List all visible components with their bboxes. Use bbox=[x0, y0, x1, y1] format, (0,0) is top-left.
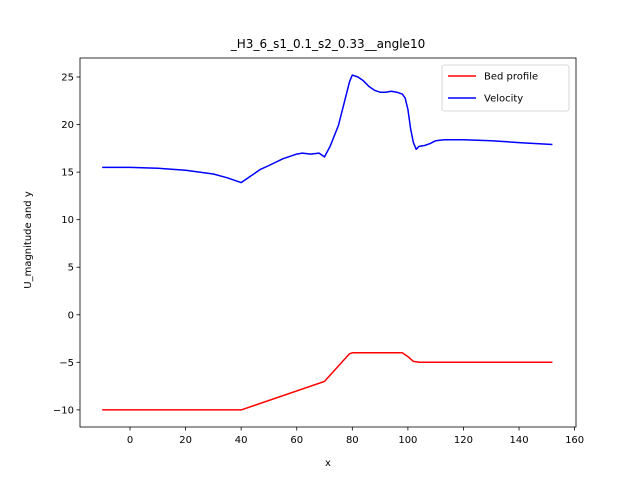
x-tick-label: 80 bbox=[346, 435, 359, 446]
x-tick-label: 60 bbox=[290, 435, 303, 446]
y-tick-label: 5 bbox=[68, 263, 74, 274]
y-tick-label: 25 bbox=[61, 73, 74, 84]
y-tick-label: 10 bbox=[61, 215, 74, 226]
series-line-bed-profile bbox=[102, 352, 553, 411]
y-tick-label: 0 bbox=[68, 310, 74, 321]
y-tick-label: 15 bbox=[61, 168, 74, 179]
y-tick-label: 20 bbox=[61, 120, 74, 131]
chart-title: _H3_6_s1_0.1_s2_0.33__angle10 bbox=[230, 37, 425, 51]
y-tick-label: −10 bbox=[53, 405, 74, 416]
x-tick-label: 160 bbox=[565, 435, 584, 446]
legend-label-bed-profile: Bed profile bbox=[484, 72, 538, 83]
x-tick-label: 40 bbox=[235, 435, 248, 446]
series-line-velocity bbox=[102, 74, 553, 184]
x-tick-label: 100 bbox=[398, 435, 417, 446]
plot-area: 0 20 40 60 80 100 120 140 160 −10 −5 0 5 10 15 20 25 bbox=[53, 57, 584, 446]
y-axis-label: U_magnitude and y bbox=[23, 191, 34, 289]
x-tick-label: 20 bbox=[179, 435, 192, 446]
legend: Bed profile Velocity bbox=[441, 64, 570, 112]
x-tick-label: 0 bbox=[127, 435, 133, 446]
y-tick-label: −5 bbox=[59, 358, 74, 369]
legend-label-velocity: Velocity bbox=[484, 94, 523, 105]
x-axis-label: x bbox=[325, 458, 331, 469]
x-tick-label: 120 bbox=[454, 435, 473, 446]
x-tick-label: 140 bbox=[509, 435, 528, 446]
axes-frame bbox=[79, 57, 577, 428]
